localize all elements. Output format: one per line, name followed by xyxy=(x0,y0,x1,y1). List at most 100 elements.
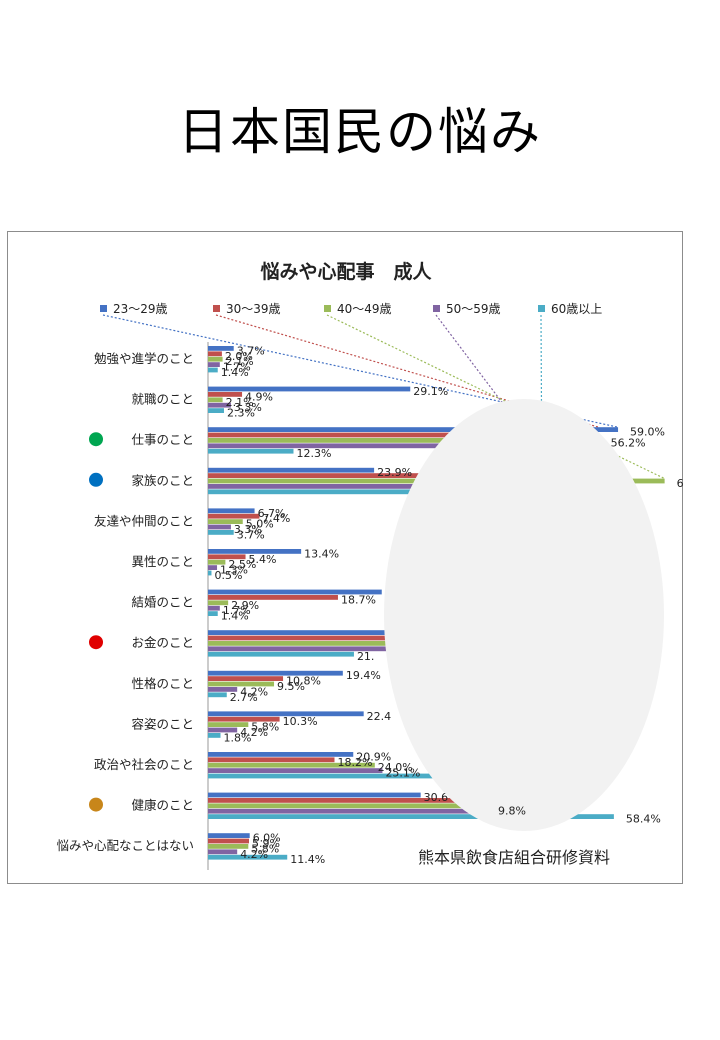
bar xyxy=(208,844,249,849)
page-title: 日本国民の悩み xyxy=(178,103,542,161)
value-label: 3.7% xyxy=(237,344,265,357)
category-label: 容姿のこと xyxy=(131,716,194,731)
bar xyxy=(208,559,226,565)
bar xyxy=(208,854,288,860)
value-label: 58.4% xyxy=(626,813,661,826)
category-label: 異性のこと xyxy=(131,554,194,569)
value-label: 19.4% xyxy=(346,669,381,682)
bar xyxy=(208,838,250,844)
value-label: 4.2% xyxy=(240,848,268,861)
value-label: 9.8% xyxy=(498,805,526,818)
value-label: 22.4 xyxy=(367,710,392,723)
category-marker xyxy=(89,797,103,812)
value-label: 10.3% xyxy=(283,715,318,728)
category-marker xyxy=(89,432,103,447)
bar xyxy=(208,408,224,413)
bar xyxy=(208,489,486,495)
bar xyxy=(208,681,275,687)
bar xyxy=(208,676,284,681)
bar xyxy=(208,448,294,454)
bar xyxy=(208,351,222,357)
bar xyxy=(208,611,218,616)
value-label: 2.7% xyxy=(230,691,258,704)
bar xyxy=(208,397,223,403)
bar xyxy=(208,798,486,803)
value-label: 21. xyxy=(357,650,375,663)
value-label: 4.2% xyxy=(240,726,268,739)
bar xyxy=(208,362,220,367)
bar xyxy=(208,346,234,351)
bar xyxy=(208,814,614,819)
value-label: 1.7% xyxy=(223,361,251,374)
legend-label-2: 30～39歳 xyxy=(226,302,281,316)
value-label: 2.1% xyxy=(226,396,254,409)
value-label: 1.7% xyxy=(223,604,251,617)
value-label: 30.6 xyxy=(424,791,449,804)
category-label: 健康のこと xyxy=(131,798,194,813)
bar xyxy=(208,484,486,489)
value-label: 13.4% xyxy=(304,547,339,560)
value-label: 5.8% xyxy=(251,721,279,734)
bar xyxy=(208,402,231,408)
value-label: 11.4% xyxy=(290,853,325,866)
chart-title: 悩みや心配事 成人 xyxy=(260,260,432,283)
bar xyxy=(208,605,220,611)
legend-label-4: 50～59歳 xyxy=(446,302,501,316)
value-label: 2.1% xyxy=(226,355,254,368)
bar xyxy=(208,641,486,646)
value-label: 5.4% xyxy=(249,553,277,566)
value-label: 2.5% xyxy=(228,558,256,571)
bar xyxy=(208,692,227,698)
category-label: 悩みや心配なことはない xyxy=(56,838,194,853)
bar xyxy=(208,727,238,733)
category-label: 友達や仲間のこと xyxy=(94,513,194,528)
bar xyxy=(208,630,486,635)
bar xyxy=(208,595,338,600)
category-label: お金のこと xyxy=(131,635,194,650)
bar xyxy=(208,589,382,595)
value-label: 5.9% xyxy=(252,837,280,850)
bar xyxy=(208,757,335,763)
value-label: 3.3% xyxy=(234,401,262,414)
bar xyxy=(208,773,486,779)
value-label: 7.4% xyxy=(262,512,290,525)
legend-swatch-4 xyxy=(433,305,440,312)
category-markers xyxy=(89,432,103,812)
legend: 23～29歳 30～39歳 40～49歳 50～59歳 60歳以上 xyxy=(100,302,602,316)
bar xyxy=(208,803,486,809)
value-label: 5.8% xyxy=(251,842,279,855)
bar xyxy=(208,687,238,692)
category-label: 政治や社会のこと xyxy=(94,757,194,772)
category-label: 性格のこと xyxy=(131,676,194,691)
legend-label-1: 23～29歳 xyxy=(113,302,168,316)
bar xyxy=(208,792,421,798)
bar xyxy=(208,733,221,738)
bar xyxy=(208,386,411,392)
value-label: 1.3% xyxy=(220,564,248,577)
bar xyxy=(208,473,486,478)
source-note: 熊本県飲食店組合研修資料 xyxy=(418,848,610,867)
legend-swatch-2 xyxy=(213,305,220,312)
legend-swatch-3 xyxy=(324,305,331,312)
bar xyxy=(208,432,591,438)
bar xyxy=(208,646,486,652)
value-label: 2.3% xyxy=(227,407,255,420)
bar xyxy=(208,849,238,855)
value-label: 6.0% xyxy=(253,832,281,845)
bar xyxy=(208,443,521,449)
bar xyxy=(208,530,234,535)
category-label: 仕事のこと xyxy=(131,432,194,447)
bar xyxy=(208,808,486,814)
value-label: 2.9% xyxy=(231,599,259,612)
category-label: 勉強や進学のこと xyxy=(94,351,194,366)
category-label: 就職のこと xyxy=(131,392,194,407)
bar xyxy=(208,570,212,576)
bar xyxy=(208,716,280,722)
legend-label-3: 40～49歳 xyxy=(337,302,392,316)
legend-swatch-1 xyxy=(100,305,107,312)
bar xyxy=(208,711,364,717)
value-label: 4.9% xyxy=(245,390,273,403)
value-label: 59.0% xyxy=(630,426,665,439)
value-label: 9.5% xyxy=(277,680,305,693)
category-label: 家族のこと xyxy=(131,473,194,488)
